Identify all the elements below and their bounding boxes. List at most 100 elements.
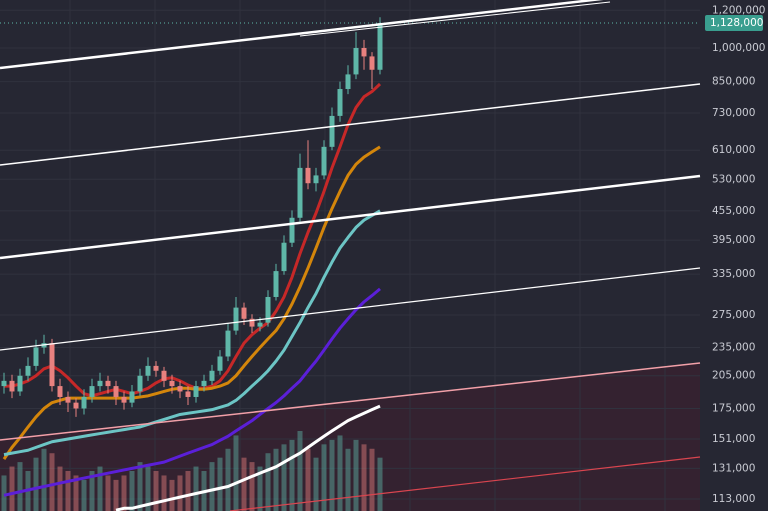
moving-average xyxy=(4,82,382,398)
candle-body xyxy=(65,396,71,403)
volume-bar xyxy=(65,471,71,511)
candle-body xyxy=(193,386,199,397)
candle-body xyxy=(217,356,223,371)
volume-bar xyxy=(145,466,151,511)
candle-body xyxy=(241,307,247,319)
volume-bar xyxy=(369,448,375,511)
candle-body xyxy=(209,370,215,381)
candle-body xyxy=(305,167,311,184)
volume-bar xyxy=(361,444,367,511)
volume-bar xyxy=(345,448,351,511)
volume-bar xyxy=(185,471,191,511)
candle-body xyxy=(1,380,7,387)
volume-bar xyxy=(81,479,87,511)
volume-bar xyxy=(137,462,143,511)
candle-body xyxy=(201,380,207,387)
candle-body xyxy=(177,386,183,392)
candle-body xyxy=(289,217,295,243)
volume-bar xyxy=(161,475,167,511)
volume-bar xyxy=(273,448,279,511)
volume-bar xyxy=(305,448,311,511)
candle-body xyxy=(81,396,87,409)
candle-body xyxy=(137,375,143,392)
trend-line xyxy=(0,83,701,166)
candle-body xyxy=(57,386,63,397)
candle-body xyxy=(369,56,375,70)
y-tick-label: 113,000 xyxy=(712,493,755,505)
price-axis: 1,200,000 1,000,000 850,000 730,000 610,000 5… xyxy=(705,4,765,505)
volume-bar xyxy=(241,457,247,511)
volume-bar xyxy=(57,466,63,511)
candle-body xyxy=(361,47,367,57)
y-tick-label: 850,000 xyxy=(712,76,755,88)
candle-body xyxy=(249,318,255,327)
volume-bar xyxy=(313,457,319,511)
candle-body xyxy=(9,380,15,392)
trend-line xyxy=(0,267,701,351)
candle-body xyxy=(233,307,239,331)
candle-body xyxy=(17,375,23,392)
volume-bar xyxy=(169,479,175,511)
y-tick-label: 235,000 xyxy=(712,341,755,353)
candle-body xyxy=(321,146,327,176)
volume-bar xyxy=(1,475,7,511)
candle-body xyxy=(345,74,351,90)
volume-bar xyxy=(321,444,327,511)
volume-bar xyxy=(297,431,303,511)
candle-body xyxy=(265,296,271,323)
y-tick-label: 335,000 xyxy=(712,268,755,280)
volume-bar xyxy=(105,475,111,511)
volume-bar xyxy=(129,471,135,511)
candle-body xyxy=(25,365,31,376)
volume-bar xyxy=(289,439,295,511)
candle-body xyxy=(129,391,135,403)
volume-bar xyxy=(73,475,79,511)
candle-body xyxy=(33,347,39,366)
y-tick-label: 395,000 xyxy=(712,234,755,246)
volume-bar xyxy=(233,435,239,511)
candle-body xyxy=(185,391,191,397)
volume-bar xyxy=(209,462,215,511)
volume-bar xyxy=(41,448,47,511)
candle-body xyxy=(169,380,175,387)
candle-body xyxy=(105,380,111,387)
volume-bar xyxy=(33,457,39,511)
y-tick-label: 275,000 xyxy=(712,309,755,321)
candle-body xyxy=(49,343,55,387)
volume-bar xyxy=(97,466,103,511)
trend-line xyxy=(229,456,701,511)
y-tick-label: 530,000 xyxy=(712,173,755,185)
channel-fill xyxy=(0,363,700,511)
volume-bar xyxy=(377,457,383,511)
candle-body xyxy=(73,402,79,409)
candle-body xyxy=(377,23,383,70)
volume-bar xyxy=(225,448,231,511)
volume-bar xyxy=(217,457,223,511)
y-tick-label: 205,000 xyxy=(712,370,755,382)
candle-body xyxy=(153,365,159,371)
volume-bar xyxy=(281,444,287,511)
candle-body xyxy=(329,115,335,147)
candle-body xyxy=(89,386,95,397)
candle-body xyxy=(161,370,167,381)
candle-body xyxy=(297,167,303,218)
y-tick-label: 730,000 xyxy=(712,107,755,119)
trend-line xyxy=(299,1,611,37)
candle-body xyxy=(337,89,343,116)
moving-average xyxy=(115,404,381,511)
volume-bar xyxy=(353,439,359,511)
volume-bar xyxy=(329,439,335,511)
volume-bar xyxy=(257,466,263,511)
y-tick-label: 131,000 xyxy=(712,462,755,474)
volume-bar xyxy=(249,462,255,511)
volume-bar xyxy=(153,471,159,511)
volume-bar xyxy=(177,475,183,511)
y-tick-label: 610,000 xyxy=(712,144,755,156)
candle-body xyxy=(121,396,127,403)
trend-line xyxy=(0,0,604,70)
trend-line xyxy=(0,174,701,260)
last-price-label: 1,128,000 xyxy=(710,17,763,29)
volume-bar xyxy=(17,462,23,511)
